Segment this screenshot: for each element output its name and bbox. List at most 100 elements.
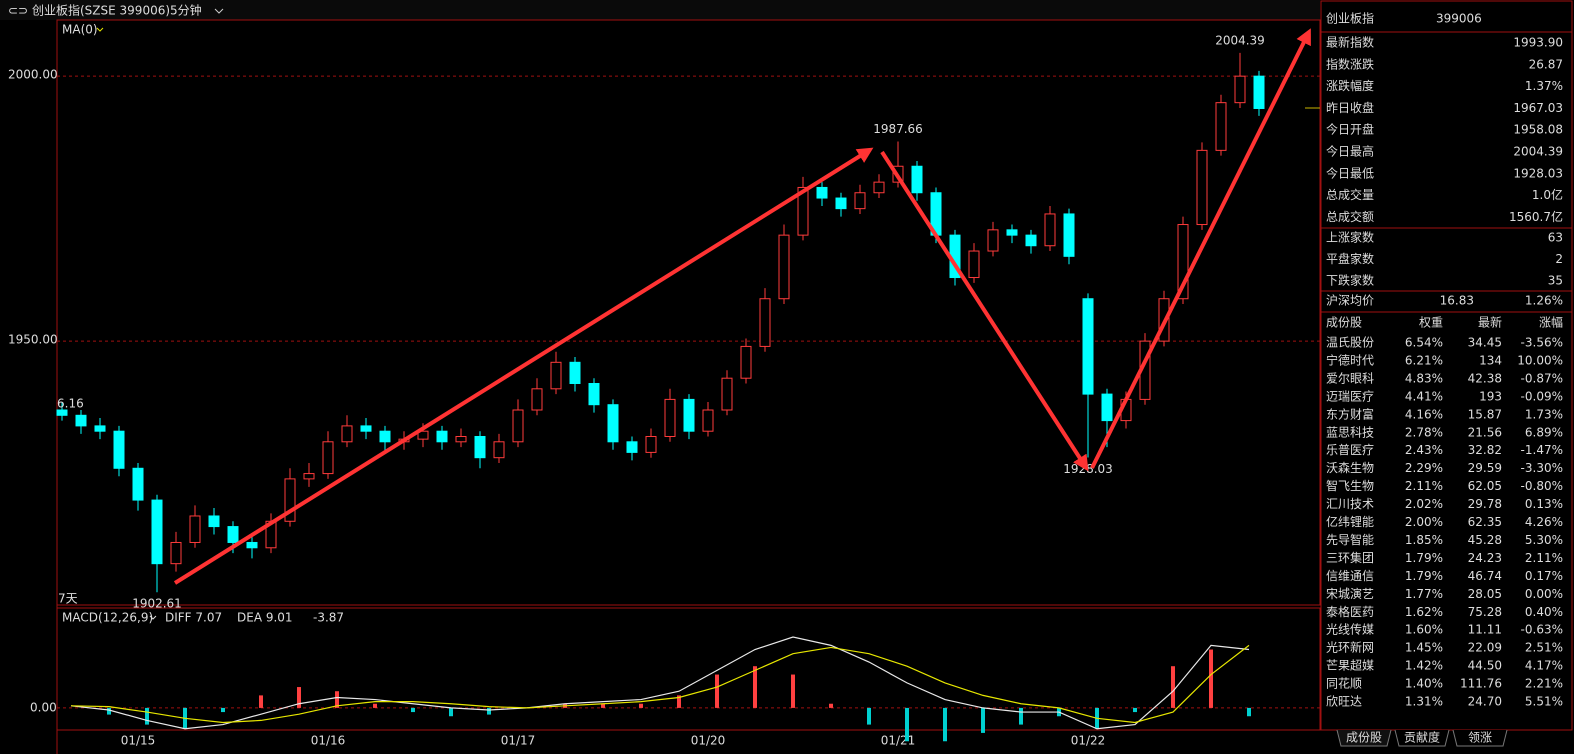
constituent-cell: 1.79%: [1405, 569, 1443, 583]
breadth-value: 2: [1555, 252, 1563, 266]
constituent-cell: 2.21%: [1525, 677, 1563, 691]
constituent-name[interactable]: 温氏股份: [1326, 336, 1374, 350]
quote-label: 今日最低: [1326, 165, 1374, 180]
constituent-cell: 46.74: [1468, 569, 1502, 583]
quote-label: 总成交额: [1326, 209, 1374, 224]
constituent-cell: 0.00%: [1525, 587, 1563, 601]
constituent-name[interactable]: 乐普医疗: [1326, 443, 1374, 457]
constituent-cell: 10.00%: [1517, 353, 1563, 367]
constituent-cell: 1.40%: [1405, 677, 1443, 691]
candle-body: [322, 441, 334, 475]
constituent-cell: 2.51%: [1525, 641, 1563, 655]
constituent-name[interactable]: 汇川技术: [1326, 497, 1374, 511]
constituent-name[interactable]: 光环新网: [1326, 640, 1374, 655]
period-chevron[interactable]: [214, 8, 224, 14]
tab-label[interactable]: 成份股: [1346, 731, 1382, 745]
macd-bar: [943, 707, 947, 742]
constituent-name[interactable]: 智飞生物: [1326, 478, 1374, 493]
macd-bar: [297, 687, 301, 708]
tab-shape[interactable]: [1394, 729, 1450, 747]
constituent-cell: 1.60%: [1405, 623, 1443, 637]
constituent-name[interactable]: 欣旺达: [1326, 695, 1362, 709]
extreme-label: 1928.03: [1063, 462, 1113, 476]
macd-bar: [677, 695, 681, 708]
constituent-cell: 6.54%: [1405, 336, 1443, 350]
macd-bar: [1247, 707, 1251, 717]
candle-body: [1025, 234, 1037, 247]
constituent-name[interactable]: 信维通信: [1326, 569, 1374, 583]
candle-body: [56, 409, 68, 416]
constituent-name[interactable]: 泰格医药: [1326, 604, 1374, 619]
candle-body: [968, 250, 980, 279]
candle-body: [379, 430, 391, 443]
tab-label[interactable]: 领涨: [1468, 730, 1492, 745]
constituent-cell: 11.11: [1468, 623, 1502, 637]
macd-bar: [981, 707, 985, 733]
constituent-cell: 2.11%: [1525, 551, 1563, 565]
macd-title[interactable]: MACD(12,26,9): [62, 611, 153, 625]
constituent-name[interactable]: 宋城演艺: [1326, 586, 1374, 601]
x-tick-label: 01/21: [881, 734, 916, 748]
macd-line: [70, 636, 1250, 730]
column-header[interactable]: 权重: [1419, 316, 1443, 330]
constituent-cell: 21.56: [1468, 425, 1502, 439]
candle-body: [531, 388, 543, 411]
toolbar-icon[interactable]: ⊂⊃: [8, 4, 28, 18]
candle-body: [1101, 393, 1113, 422]
constituent-cell: 4.16%: [1405, 407, 1443, 421]
constituent-name[interactable]: 同花顺: [1326, 676, 1362, 691]
macd-bar: [1209, 649, 1213, 708]
index-name: 创业板指: [1326, 11, 1374, 26]
constituent-cell: -3.56%: [1521, 336, 1563, 350]
constituent-name[interactable]: 迈瑞医疗: [1326, 389, 1374, 403]
column-header[interactable]: 成份股: [1326, 316, 1362, 330]
candle-body: [702, 409, 714, 432]
constituent-cell: 62.05: [1468, 479, 1502, 493]
candle-body: [189, 515, 201, 543]
constituent-name[interactable]: 芒果超媒: [1326, 658, 1374, 673]
constituent-cell: 1.79%: [1405, 551, 1443, 565]
toolbar-title[interactable]: 创业板指(SZSE 399006): [32, 3, 170, 18]
constituent-cell: 2.02%: [1405, 497, 1443, 511]
tab-label[interactable]: 贡献度: [1404, 730, 1440, 745]
constituent-cell: 4.41%: [1405, 389, 1443, 403]
macd-bar: [107, 707, 111, 715]
constituent-cell: 34.45: [1468, 336, 1502, 350]
trend-arrow: [173, 147, 874, 585]
ma-label[interactable]: MA(0): [62, 23, 98, 37]
constituent-name[interactable]: 爱尔眼科: [1326, 370, 1374, 385]
constituent-name[interactable]: 三环集团: [1326, 550, 1374, 565]
constituent-name[interactable]: 亿纬锂能: [1326, 514, 1374, 529]
candle-body: [854, 192, 866, 210]
tab-shape[interactable]: [1336, 729, 1392, 747]
constituent-cell: 193: [1479, 389, 1502, 403]
constituent-name[interactable]: 光线传媒: [1326, 622, 1374, 637]
constituent-cell: 4.26%: [1525, 515, 1563, 529]
constituent-cell: 1.77%: [1405, 587, 1443, 601]
constituent-cell: 2.78%: [1405, 425, 1443, 439]
constituent-name[interactable]: 东方财富: [1326, 406, 1374, 421]
candle-body: [1177, 224, 1189, 300]
tab-shape[interactable]: [1452, 729, 1508, 747]
candle-body: [455, 435, 467, 443]
constituent-cell: 4.83%: [1405, 371, 1443, 385]
candle-body: [1215, 102, 1227, 151]
constituent-cell: -0.80%: [1521, 479, 1563, 493]
quote-label: 今日最高: [1326, 144, 1374, 159]
constituent-name[interactable]: 蓝思科技: [1326, 425, 1374, 439]
ma-chevron[interactable]: [96, 27, 104, 32]
column-header[interactable]: 最新: [1478, 315, 1502, 330]
constituent-name[interactable]: 先导智能: [1326, 532, 1374, 547]
macd-bar: [791, 674, 795, 708]
column-header[interactable]: 涨幅: [1539, 315, 1563, 330]
period[interactable]: 5分钟: [170, 3, 202, 18]
macd-chevron[interactable]: [149, 615, 157, 620]
candle-body: [911, 165, 923, 194]
chart-layer: 1950.00 2000.00 01/15 01/16 01/17 01/20 01/21 0…: [8, 33, 1320, 748]
constituent-name[interactable]: 宁德时代: [1326, 352, 1374, 367]
quote-value: 2004.39: [1513, 145, 1563, 159]
quote-value: 1560.7亿: [1509, 209, 1563, 224]
constituent-name[interactable]: 沃森生物: [1326, 460, 1374, 475]
constituent-cell: 42.38: [1468, 371, 1502, 385]
x-tick-label: 01/15: [121, 734, 156, 748]
